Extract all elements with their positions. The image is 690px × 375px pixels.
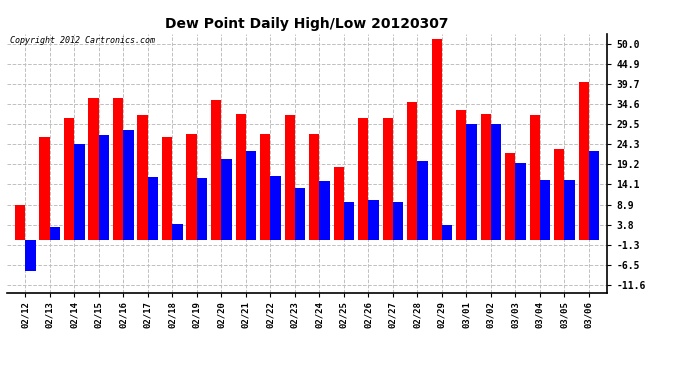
Bar [15, 205, 26, 240]
Bar [358, 118, 368, 240]
Bar [564, 180, 575, 240]
Bar [39, 137, 50, 240]
Bar [221, 159, 232, 240]
Bar [540, 180, 550, 240]
Bar [344, 202, 354, 240]
Bar [172, 224, 183, 240]
Bar [442, 225, 452, 240]
Bar [417, 161, 428, 240]
Bar [148, 177, 158, 240]
Bar [368, 200, 379, 240]
Bar [270, 176, 281, 240]
Bar [284, 114, 295, 240]
Bar [578, 82, 589, 240]
Bar [88, 99, 99, 240]
Bar [505, 153, 515, 240]
Bar [309, 134, 319, 240]
Bar [319, 181, 330, 240]
Bar [407, 102, 417, 240]
Bar [75, 144, 85, 240]
Bar [246, 152, 256, 240]
Text: Copyright 2012 Cartronics.com: Copyright 2012 Cartronics.com [10, 36, 155, 45]
Bar [333, 167, 344, 240]
Bar [382, 118, 393, 240]
Bar [235, 114, 246, 240]
Bar [529, 114, 540, 240]
Bar [26, 240, 36, 271]
Bar [162, 137, 172, 240]
Bar [113, 99, 124, 240]
Bar [99, 135, 109, 240]
Bar [491, 124, 501, 240]
Title: Dew Point Daily High/Low 20120307: Dew Point Daily High/Low 20120307 [166, 17, 448, 31]
Bar [260, 134, 270, 240]
Bar [124, 130, 134, 240]
Bar [50, 226, 60, 240]
Bar [554, 149, 564, 240]
Bar [431, 39, 442, 240]
Bar [197, 178, 207, 240]
Bar [480, 114, 491, 240]
Bar [211, 100, 221, 240]
Bar [64, 118, 75, 240]
Bar [515, 163, 526, 240]
Bar [466, 124, 477, 240]
Bar [186, 134, 197, 240]
Bar [589, 152, 599, 240]
Bar [393, 202, 403, 240]
Bar [137, 114, 148, 240]
Bar [295, 188, 305, 240]
Bar [456, 110, 466, 240]
